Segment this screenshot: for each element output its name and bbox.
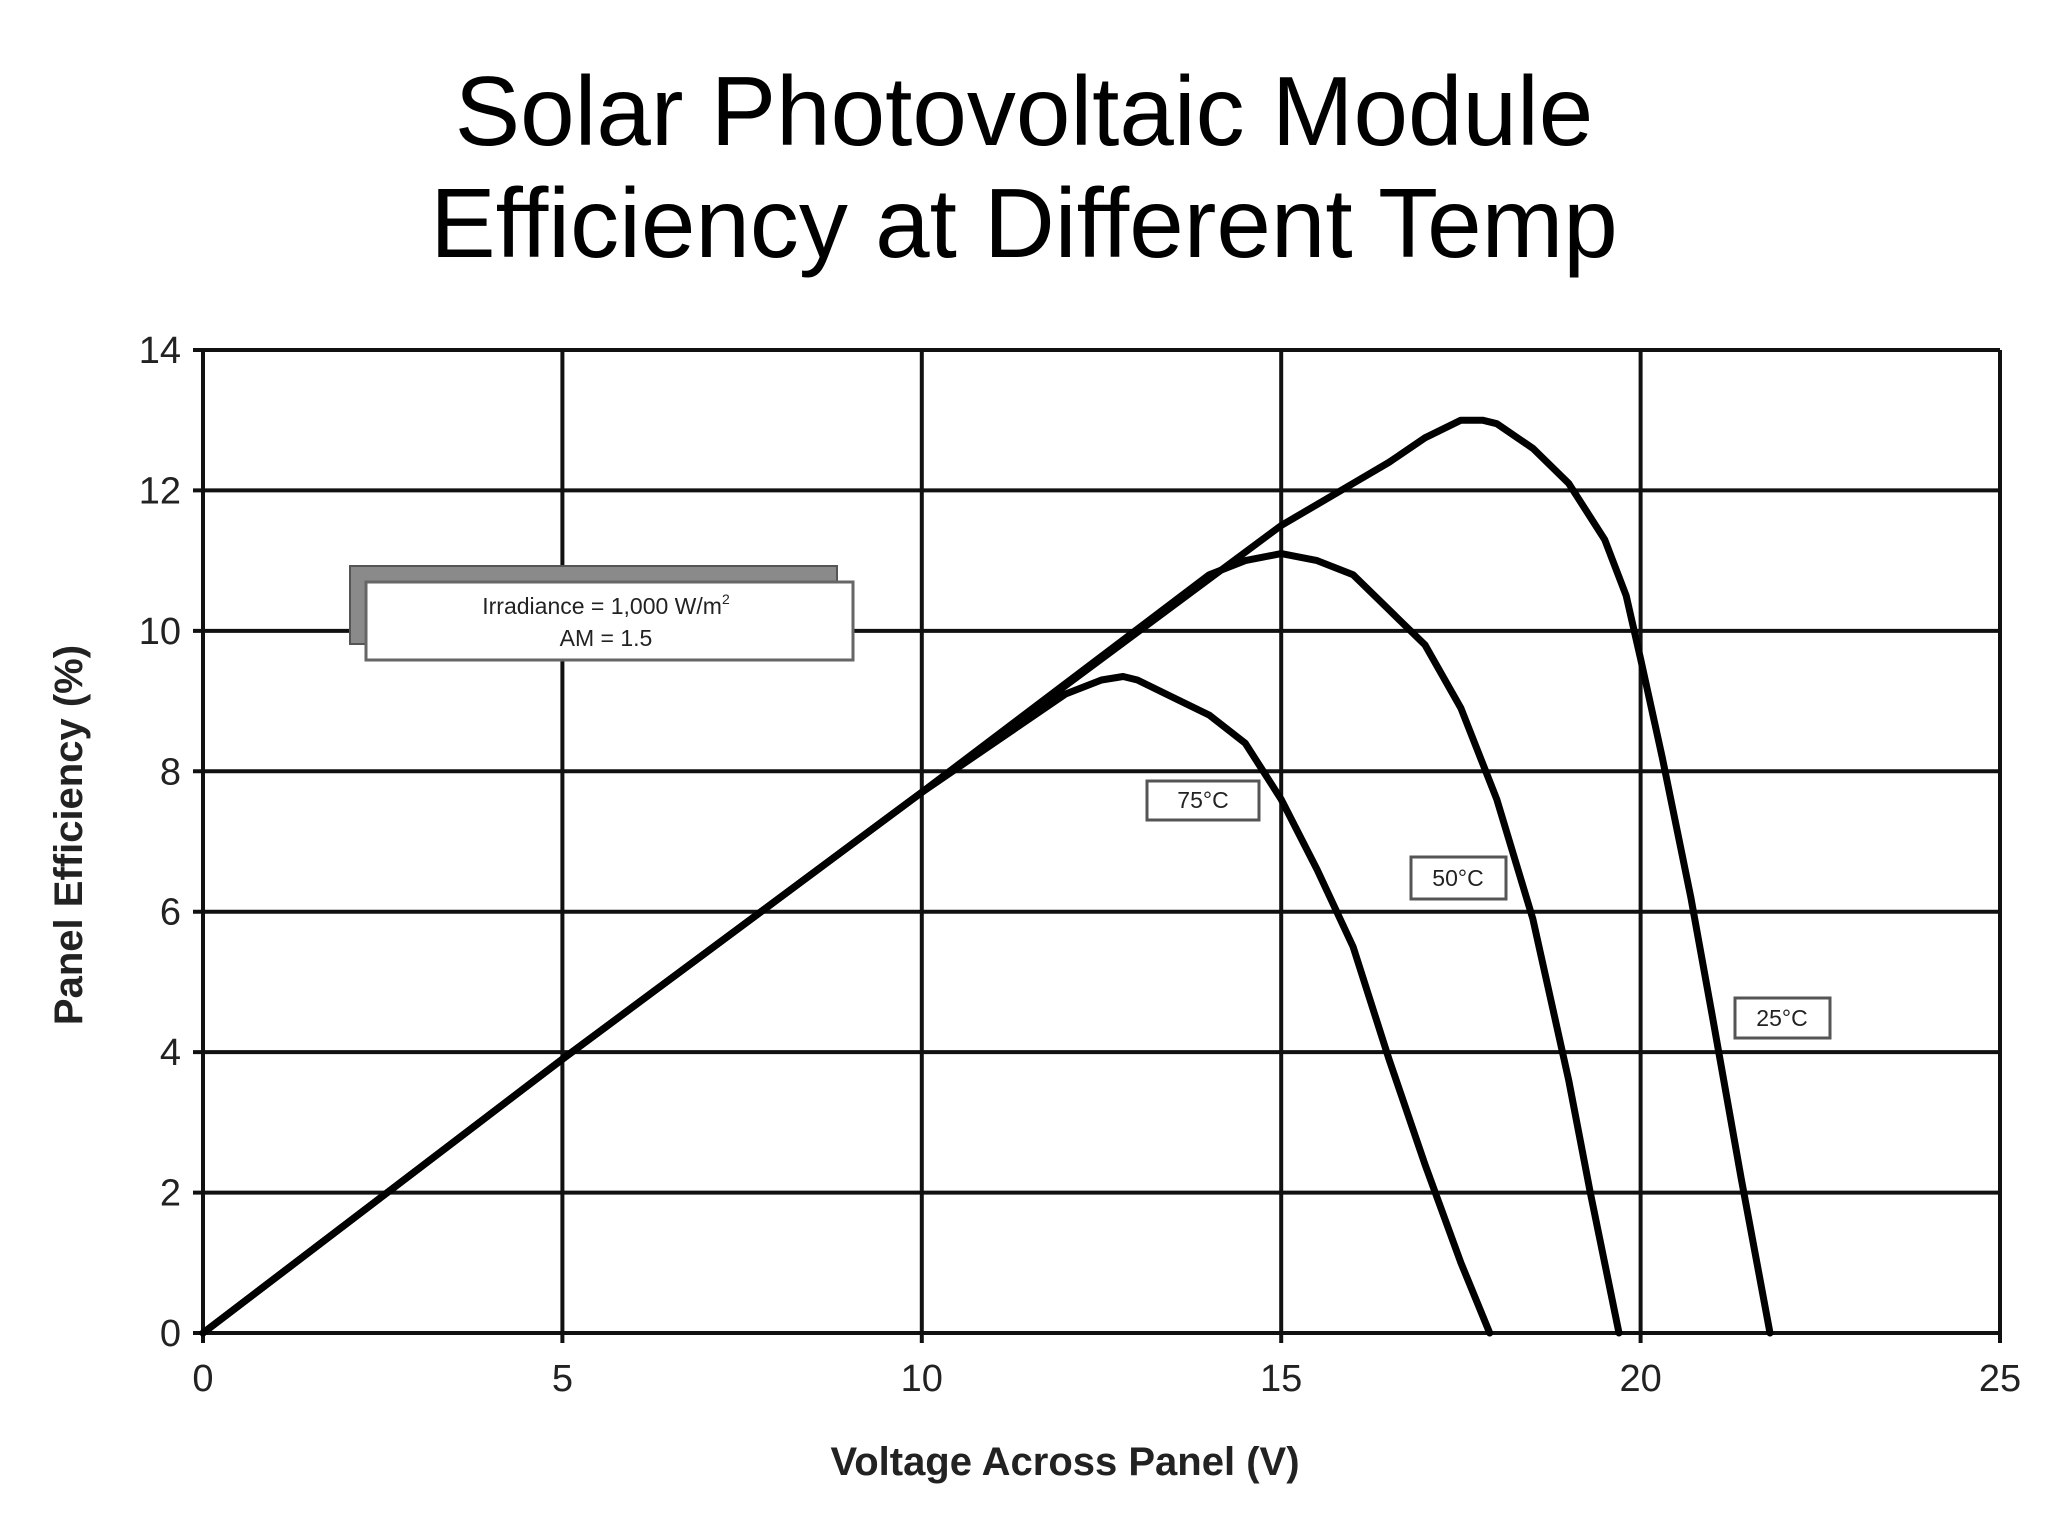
x-tick-label: 10 bbox=[901, 1358, 943, 1400]
x-tick-label: 20 bbox=[1619, 1358, 1661, 1400]
series-line-2 bbox=[199, 673, 1494, 1337]
label-25c: 25°C bbox=[1733, 996, 1832, 1040]
label-25c-text: 25°C bbox=[1756, 1005, 1807, 1031]
annotation-frame bbox=[364, 580, 855, 662]
y-tick-label: 4 bbox=[160, 1032, 181, 1074]
label-25c-box bbox=[1733, 996, 1832, 1040]
chart-title-line-2: Efficiency at Different Temp bbox=[430, 168, 1618, 278]
chart-title-line-1: Solar Photovoltaic Module bbox=[454, 56, 1594, 166]
tick-labels: 0 2 4 6 8 10 12 14 0 5 10 15 20 25 bbox=[139, 330, 2021, 1400]
label-50c-text: 50°C bbox=[1432, 865, 1483, 891]
label-75c-text: 75°C bbox=[1177, 787, 1228, 813]
grid-lines bbox=[193, 348, 2002, 1343]
label-75c: 75°C bbox=[1145, 779, 1261, 822]
annotation-air-mass: AM = 1.5 bbox=[560, 625, 653, 651]
x-tick-label: 0 bbox=[192, 1358, 213, 1400]
chart-title: Solar Photovoltaic Module Efficiency at … bbox=[0, 55, 2048, 279]
y-tick-label: 0 bbox=[160, 1313, 181, 1355]
label-50c: 50°C bbox=[1409, 855, 1508, 901]
label-50c-box bbox=[1409, 855, 1508, 901]
series-line-1 bbox=[199, 550, 1623, 1337]
y-tick-label: 10 bbox=[139, 611, 181, 653]
series-line-0 bbox=[199, 416, 1774, 1337]
x-axis-label: Voltage Across Panel (V) bbox=[830, 1440, 1299, 1484]
y-tick-label: 8 bbox=[160, 751, 181, 793]
y-tick-label: 12 bbox=[139, 470, 181, 512]
y-tick-label: 14 bbox=[139, 330, 181, 372]
x-tick-label: 25 bbox=[1979, 1358, 2021, 1400]
annotation-irradiance: Irradiance = 1,000 W/m2 bbox=[482, 591, 730, 619]
y-tick-label: 2 bbox=[160, 1173, 181, 1215]
label-75c-box bbox=[1145, 779, 1261, 822]
x-tick-label: 15 bbox=[1260, 1358, 1302, 1400]
series-lines bbox=[199, 416, 1774, 1337]
x-tick-label: 5 bbox=[552, 1358, 573, 1400]
y-axis-label: Panel Efficiency (%) bbox=[47, 645, 91, 1025]
y-tick-label: 6 bbox=[160, 892, 181, 934]
annotation-box: Irradiance = 1,000 W/m2 AM = 1.5 bbox=[349, 565, 855, 662]
